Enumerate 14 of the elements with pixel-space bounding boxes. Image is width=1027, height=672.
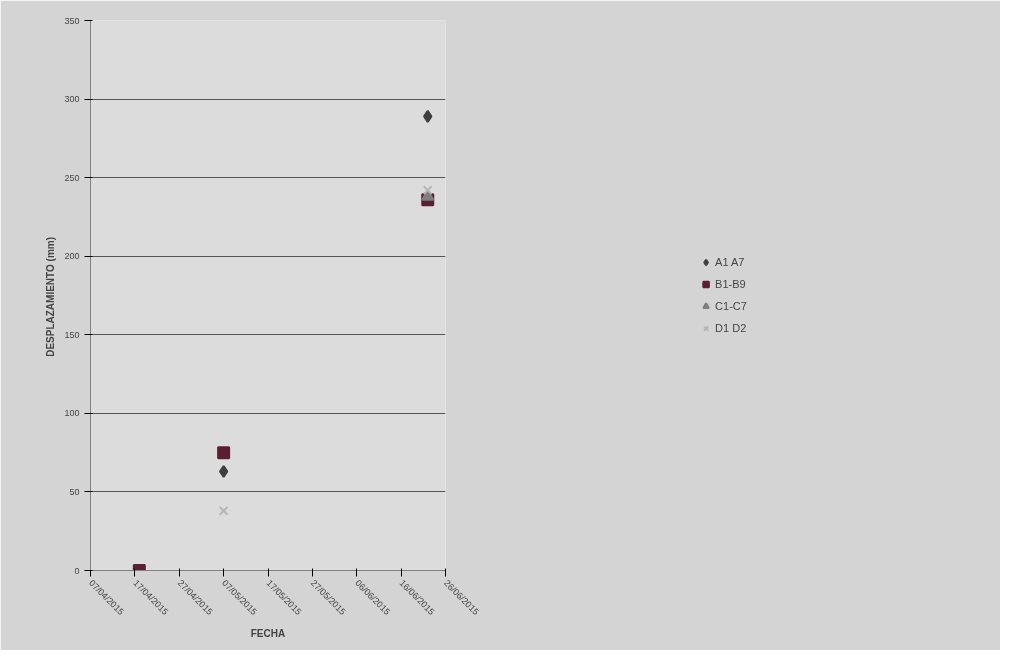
y-tick-label: 300 [64,94,80,105]
y-tick-label: 150 [64,329,80,340]
legend-label: B1-B9 [715,278,746,290]
y-axis-title: DESPLAZAMIENTO (mm) [45,236,57,357]
legend-label: C1-C7 [715,300,747,312]
y-tick-label: 250 [64,172,80,183]
y-tick-label: 100 [64,408,80,419]
legend-label: A1 A7 [715,256,745,268]
y-tick-label: 0 [74,565,80,576]
y-tick-label: 50 [69,486,80,497]
y-tick-label: 350 [64,15,80,26]
legend-label: D1 D2 [715,322,747,334]
x-axis-title: FECHA [250,628,286,640]
y-tick-label: 200 [64,251,80,262]
